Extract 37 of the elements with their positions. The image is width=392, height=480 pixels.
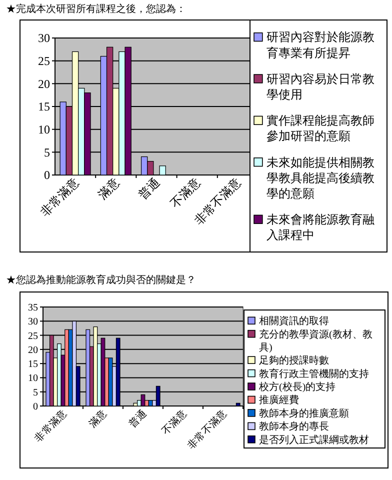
x-tick-label: 不滿意 <box>159 408 190 438</box>
y-tick-label: 10 <box>38 122 50 137</box>
legend-label: 是否列入正式課綱或教材 <box>259 434 369 446</box>
y-tick-label: 30 <box>28 316 38 328</box>
chart-title: ★您認為推動能源教育成功與否的關鍵是？ <box>6 274 196 286</box>
legend-label: 未來會將能源教育融入課程中 <box>266 212 374 242</box>
legend-label: 研習內容易於日常教學使用 <box>266 72 374 102</box>
x-tick-label: 不滿意 <box>168 175 204 211</box>
legend-label: 未來如能提供相關教學教具能提高後續教學的意願 <box>266 155 374 200</box>
y-tick-label: 15 <box>28 359 38 370</box>
y-tick-label: 5 <box>44 145 50 160</box>
legend-label: 教育行政主管機關的支持 <box>259 368 369 380</box>
legend-label: 足夠的授課時數 <box>259 354 329 367</box>
legend-label: 校方(校長)的支持 <box>258 381 336 393</box>
y-tick-label: 25 <box>38 54 50 68</box>
y-tick-label: 35 <box>28 302 38 314</box>
x-tick-label: 普通 <box>126 408 150 430</box>
y-tick-label: 20 <box>38 76 50 91</box>
legend-label: 研習內容對於能源教育專業有所提昇 <box>266 30 374 60</box>
chart-title: ★完成本次研習所有課程之後，您認為： <box>6 3 186 15</box>
legend-label: 相關資訊的取得 <box>259 315 329 328</box>
y-tick-label: 10 <box>28 373 38 384</box>
y-tick-label: 5 <box>33 387 38 398</box>
y-tick-label: 25 <box>28 330 38 342</box>
y-tick-label: 20 <box>28 344 38 356</box>
y-tick-label: 0 <box>44 168 50 182</box>
x-tick-label: 普通 <box>136 175 163 202</box>
legend-label: 推廣經費 <box>259 394 299 406</box>
legend-label: 充分的教學資源(教材、教具) <box>259 328 372 354</box>
y-tick-label: 15 <box>38 100 50 114</box>
x-tick-label: 滿意 <box>95 175 122 202</box>
legend-label: 教師本身的專長 <box>259 420 329 433</box>
x-tick-label: 滿意 <box>86 408 110 430</box>
legend-label: 實作課程能提高教師參加研習的意願 <box>266 114 374 144</box>
legend-label: 教師本身的推廣意願 <box>259 407 349 420</box>
y-tick-label: 0 <box>33 402 38 412</box>
y-tick-label: 30 <box>38 31 50 46</box>
